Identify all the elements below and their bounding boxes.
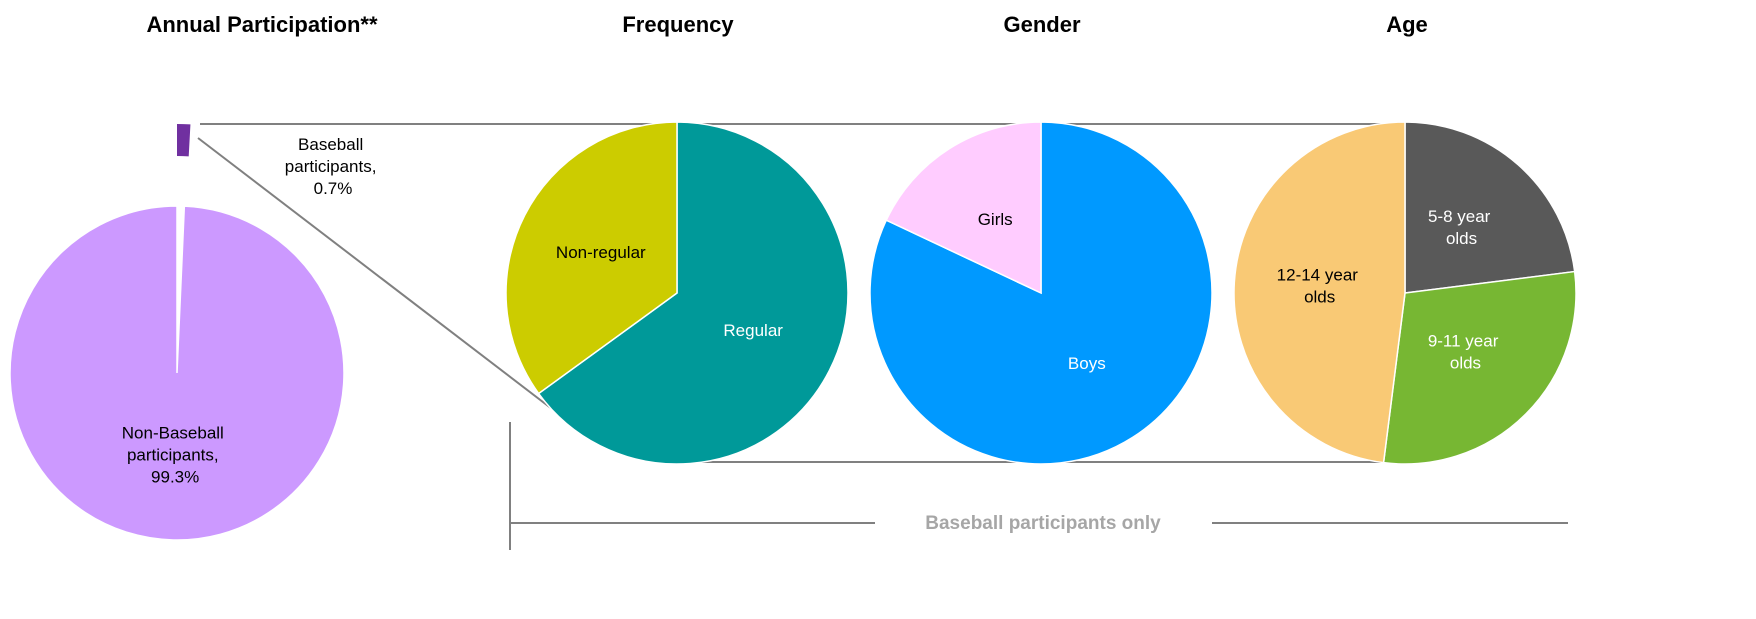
slice-label: Non-Baseball participants, 99.3% [122,424,229,487]
slice-label: Baseball participants, 0.7% [285,135,381,198]
slice-label: Regular [723,321,783,340]
connector-line [197,137,557,413]
pie-slice [1233,121,1406,464]
pie-slice [505,121,678,395]
pie-slice [537,121,849,465]
slice-label: Boys [1068,355,1106,374]
slice-label: 12-14 year olds [1277,266,1363,307]
chart-title: Age [1386,12,1428,37]
pie-slice [9,205,345,541]
slice-label: 9-11 year olds [1428,332,1503,373]
chart-title: Frequency [622,12,734,37]
slice-label: Girls [978,210,1013,229]
annotation: Baseball participants only [925,513,1161,534]
pie-slice [885,121,1042,295]
chart-title: Gender [1003,12,1080,37]
slice-label: Non-regular [556,244,646,263]
slice-label: 5-8 year olds [1428,207,1495,248]
chart-title: Annual Participation** [146,12,377,37]
pie-slice [177,124,191,157]
pie-slice [1382,270,1577,465]
pie-slice [869,121,1213,465]
pie-slice [1404,121,1576,294]
